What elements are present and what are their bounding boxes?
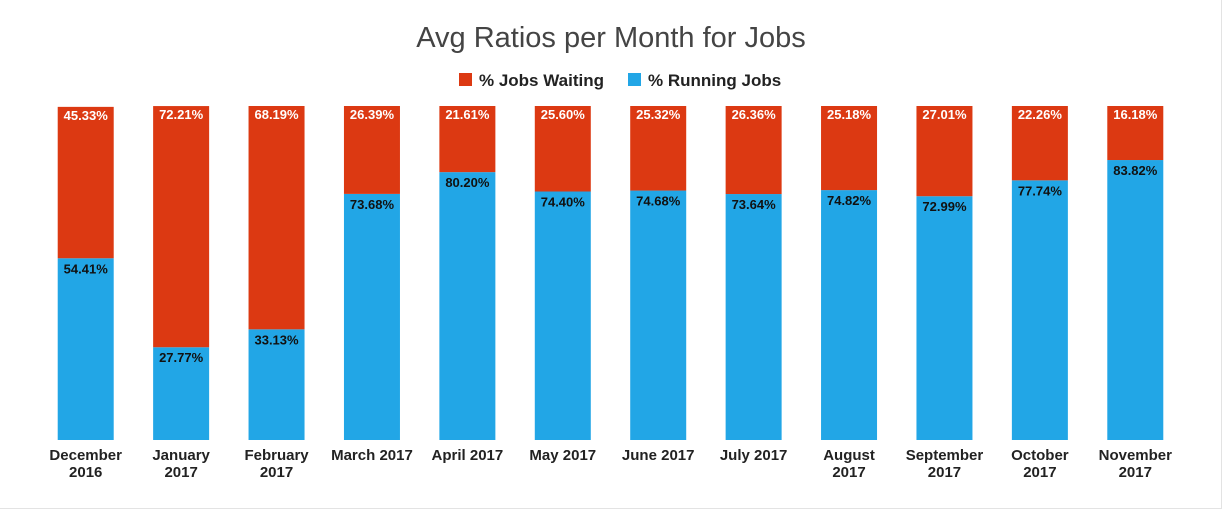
x-tick-label: August 2017 (823, 447, 875, 481)
bar-jobs-waiting (821, 106, 878, 191)
data-label-running-jobs: 74.40% (541, 195, 586, 210)
x-tick-label: October 2017 (1011, 447, 1069, 481)
bar-group (57, 106, 1164, 441)
bar-running-jobs (343, 193, 400, 440)
data-label-jobs-waiting: 25.32% (636, 107, 681, 122)
data-label-running-jobs: 73.68% (350, 197, 395, 212)
data-label-running-jobs: 74.68% (636, 194, 681, 209)
bar-jobs-waiting (725, 106, 782, 195)
data-label-running-jobs: 54.41% (64, 261, 109, 276)
data-label-jobs-waiting: 45.33% (64, 108, 109, 123)
data-label-jobs-waiting: 72.21% (159, 107, 204, 122)
legend-swatch-jobs-waiting (459, 73, 472, 86)
x-tick-label: December 2016 (49, 447, 122, 481)
data-label-jobs-waiting: 68.19% (254, 107, 299, 122)
data-label-running-jobs: 74.82% (827, 193, 872, 208)
bar-running-jobs (57, 258, 114, 440)
data-label-running-jobs: 80.20% (445, 175, 490, 190)
data-label-running-jobs: 33.13% (254, 332, 299, 347)
x-tick-label: February 2017 (244, 447, 309, 481)
data-label-jobs-waiting: 25.60% (541, 107, 586, 122)
data-label-jobs-waiting: 21.61% (445, 107, 490, 122)
x-tick-label: June 2017 (622, 447, 695, 464)
x-tick-label: July 2017 (720, 447, 788, 464)
x-axis-tick-labels: December 2016 January 2017 February 2017 March… (49, 447, 1172, 481)
bar-running-jobs (439, 172, 496, 440)
x-tick-label: January 2017 (152, 447, 210, 481)
bar-running-jobs (153, 347, 210, 440)
chart-title: Avg Ratios per Month for Jobs (416, 22, 806, 54)
data-label-running-jobs: 83.82% (1113, 163, 1158, 178)
data-label-jobs-waiting: 26.36% (732, 107, 777, 122)
data-label-running-jobs: 27.77% (159, 350, 204, 365)
data-label-jobs-waiting: 22.26% (1018, 107, 1063, 122)
bar-jobs-waiting (630, 106, 687, 191)
bar-running-jobs (630, 190, 687, 440)
bar-jobs-waiting (57, 106, 114, 259)
bar-running-jobs (1011, 180, 1068, 441)
bar-jobs-waiting (534, 106, 591, 192)
x-tick-label: March 2017 (331, 447, 413, 464)
bar-jobs-waiting (439, 106, 496, 173)
bar-jobs-waiting (343, 106, 400, 194)
bar-running-jobs (534, 191, 591, 440)
bar-jobs-waiting (1011, 106, 1068, 181)
bar-running-jobs (248, 329, 305, 440)
x-tick-label: May 2017 (529, 447, 596, 464)
data-label-jobs-waiting: 27.01% (922, 107, 967, 122)
data-label-running-jobs: 72.99% (922, 199, 967, 214)
legend-label-jobs-waiting: % Jobs Waiting (479, 71, 604, 90)
legend-label-running-jobs: % Running Jobs (648, 71, 781, 90)
bar-running-jobs (916, 196, 973, 440)
data-label-running-jobs: 73.64% (732, 197, 777, 212)
x-tick-label: April 2017 (432, 447, 504, 464)
legend-swatch-running-jobs (628, 73, 641, 86)
data-label-running-jobs: 77.74% (1018, 183, 1063, 198)
data-label-jobs-waiting: 26.39% (350, 107, 395, 122)
bar-jobs-waiting (153, 106, 210, 348)
data-label-group: 54.41% 45.33% 27.77% 72.21% 33.13% 68.19% 73.6… (64, 107, 1158, 365)
bar-running-jobs (1107, 160, 1164, 440)
bar-jobs-waiting (916, 106, 973, 197)
bar-jobs-waiting (248, 106, 305, 330)
bar-jobs-waiting (1107, 106, 1164, 161)
bar-running-jobs (725, 194, 782, 440)
bar-running-jobs (821, 190, 878, 440)
data-label-jobs-waiting: 25.18% (827, 107, 872, 122)
x-tick-label: September 2017 (906, 447, 984, 481)
chart-legend: % Jobs Waiting % Running Jobs (459, 71, 781, 90)
x-tick-label: November 2017 (1099, 447, 1173, 481)
data-label-jobs-waiting: 16.18% (1113, 107, 1158, 122)
